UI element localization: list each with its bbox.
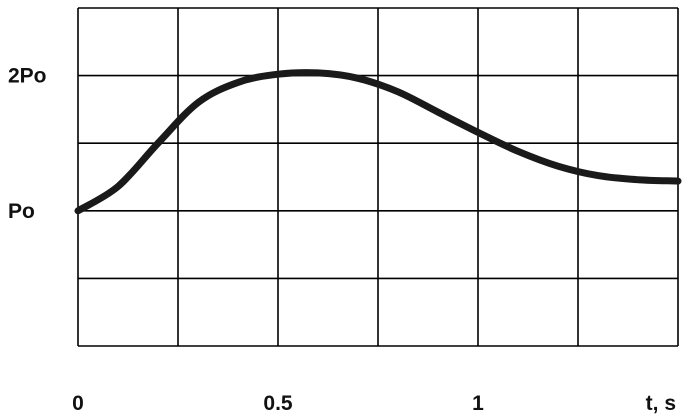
series-line	[74, 69, 682, 215]
y-tick-label: 2Po	[8, 65, 47, 88]
y-tick-label: Po	[8, 200, 35, 223]
x-tick-label: 0	[72, 392, 84, 415]
x-axis-label: t, s	[646, 392, 676, 415]
x-tick-label: 1	[472, 392, 484, 415]
tick-labels: Po 2Po 0 0.5 1 t, s	[8, 65, 676, 415]
x-tick-label: 0.5	[263, 392, 293, 415]
grid	[77, 7, 679, 347]
